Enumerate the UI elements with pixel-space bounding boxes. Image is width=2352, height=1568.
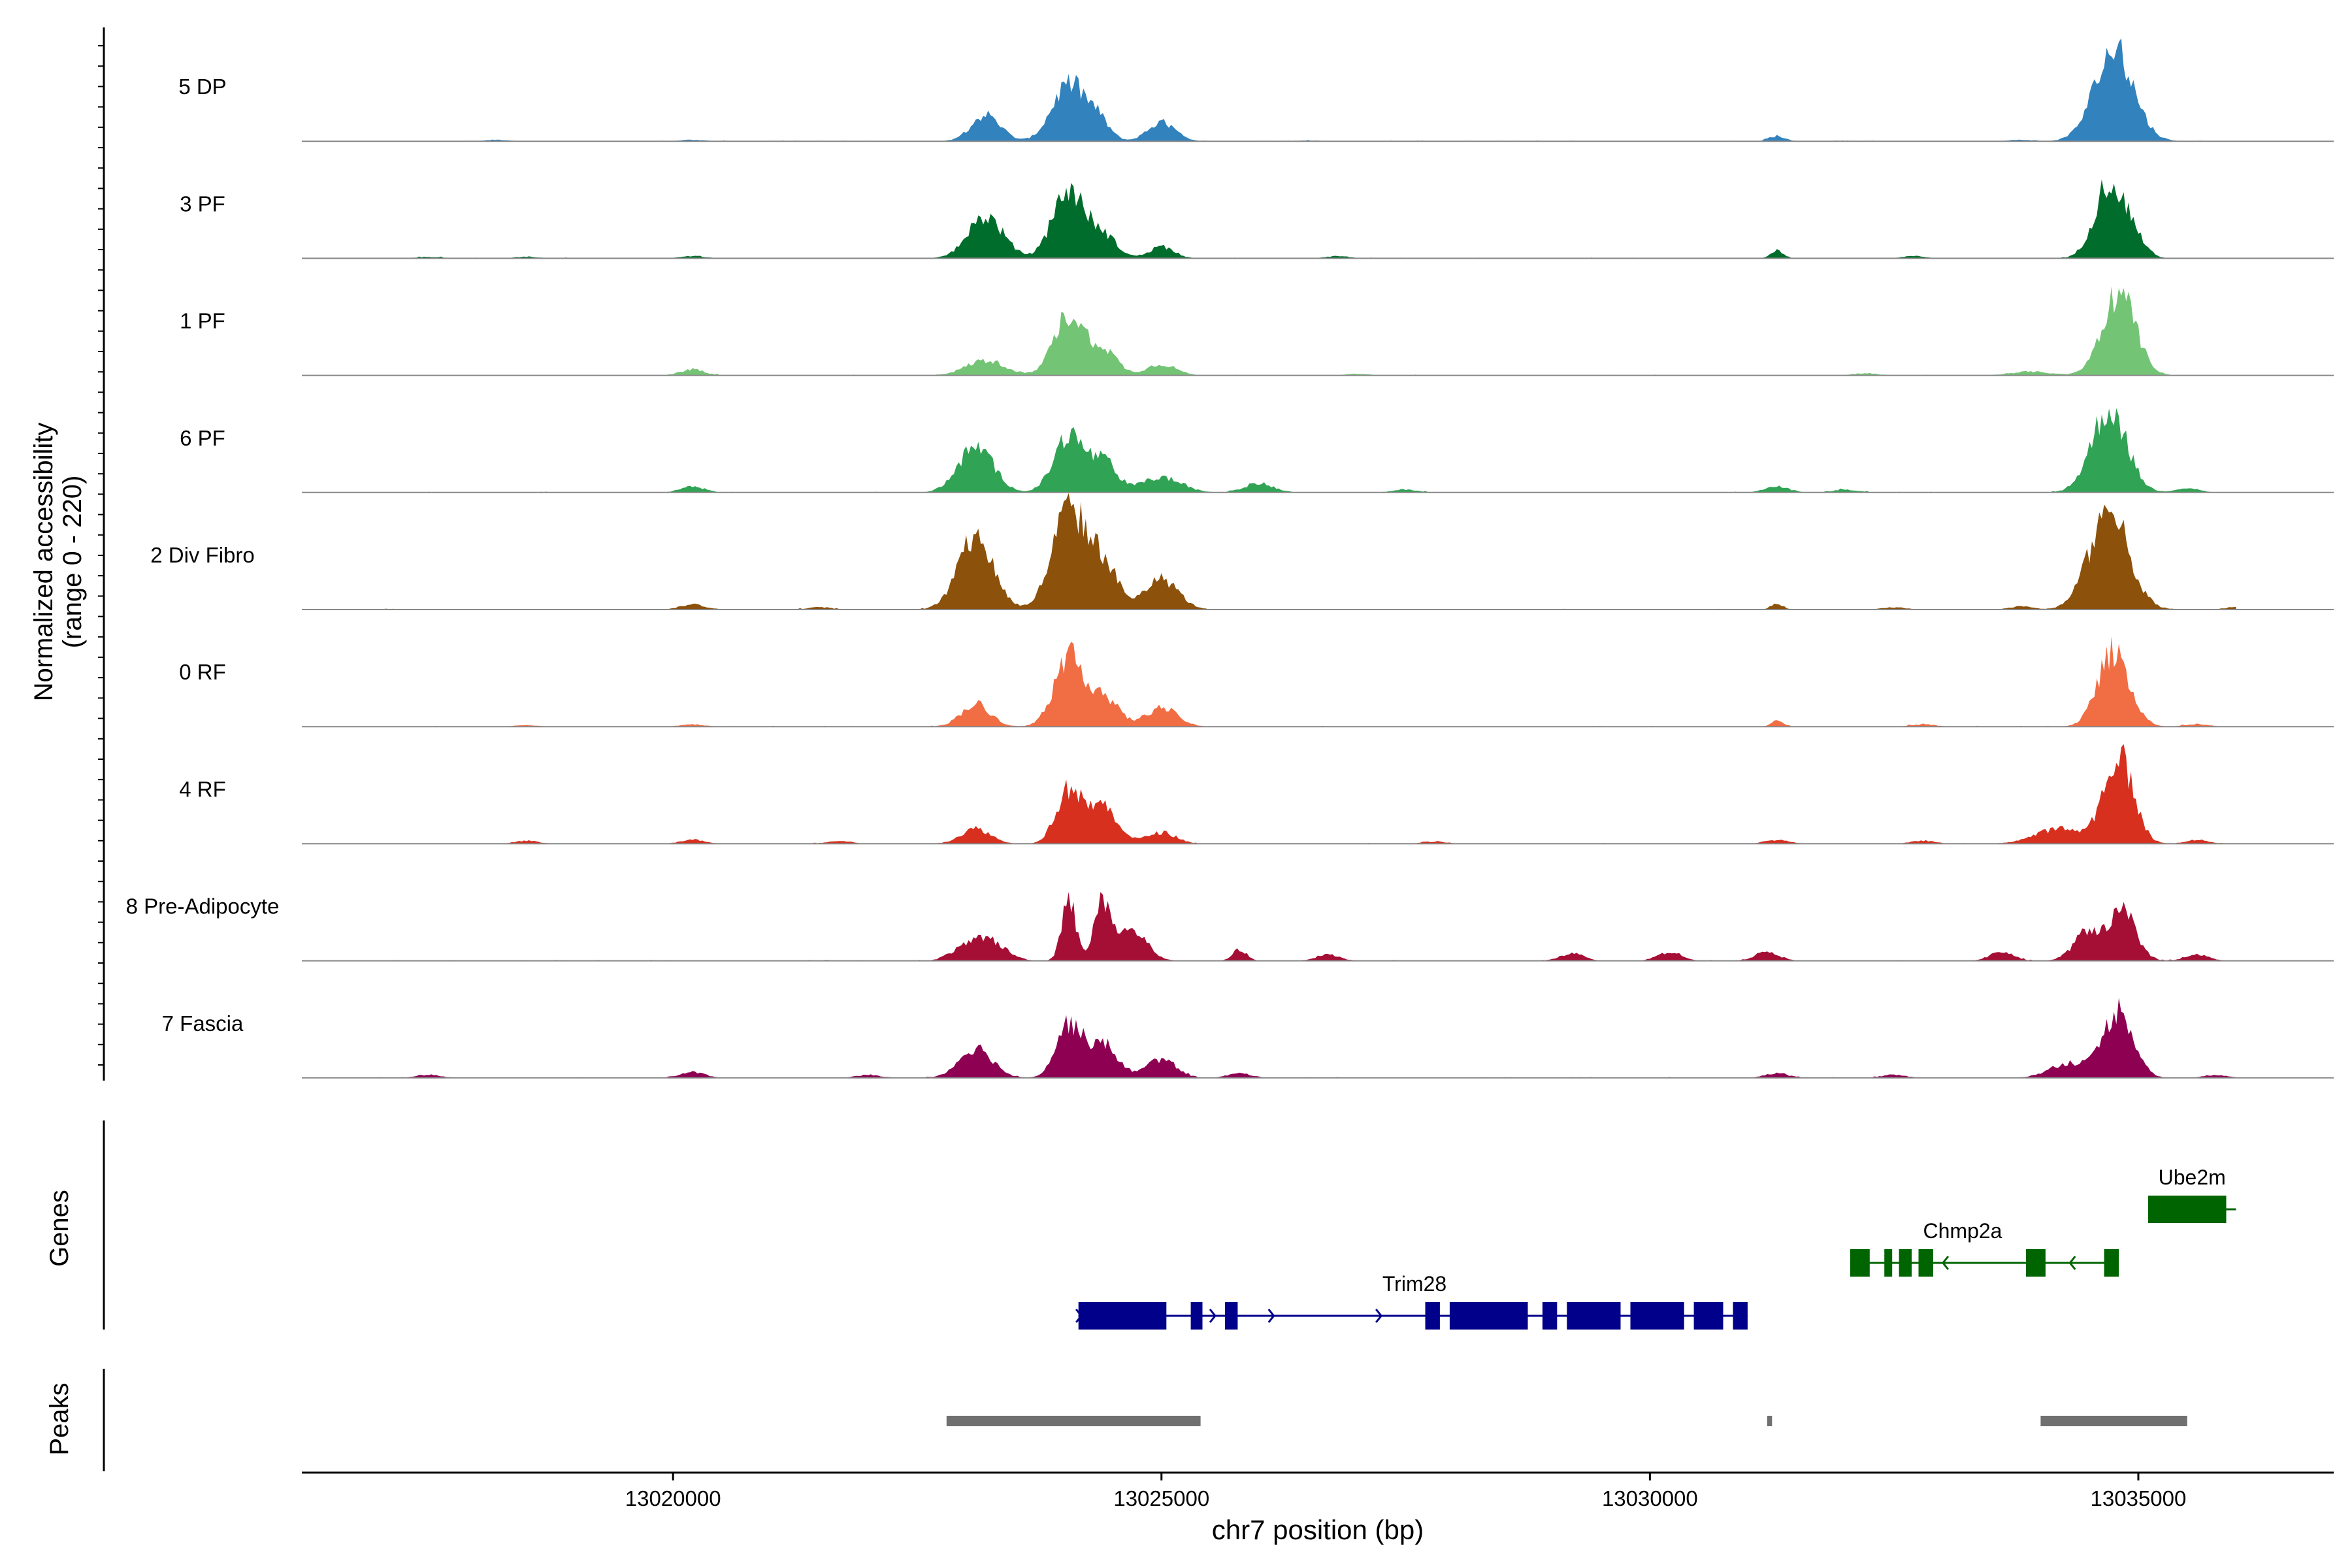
strand-arrow — [1942, 1256, 1950, 1270]
track-label: 8 Pre-Adipocyte — [126, 894, 280, 919]
strand-arrow — [1209, 1309, 1217, 1323]
gene-exon — [1884, 1249, 1893, 1277]
x-tick-label: 13025000 — [1113, 1486, 1209, 1511]
track-3: 6 PF — [180, 408, 2334, 493]
coverage-area — [302, 38, 2236, 142]
strand-arrow — [1075, 1309, 1083, 1323]
peak-regions — [946, 1416, 2187, 1426]
track-7: 8 Pre-Adipocyte — [126, 892, 2334, 962]
gene-exon — [1918, 1249, 1933, 1277]
track-label: 7 Fascia — [162, 1011, 244, 1036]
x-tick-label: 13030000 — [1602, 1486, 1698, 1511]
track-label: 1 PF — [180, 309, 225, 333]
track-0: 5 DP — [178, 38, 2334, 142]
gene-exon — [1899, 1249, 1912, 1277]
gene-exon — [1449, 1302, 1528, 1330]
coverage-area — [302, 286, 2236, 376]
gene-annotations: Trim28 Chmp2a Ube2m — [1075, 1166, 2236, 1330]
coverage-axis — [98, 27, 105, 1081]
gene-exon — [2026, 1249, 2046, 1277]
strand-arrow — [2068, 1256, 2076, 1270]
gene-exon — [1225, 1302, 1238, 1330]
track-5: 0 RF — [179, 636, 2334, 728]
gene-exon — [2104, 1249, 2119, 1277]
x-axis-label: chr7 position (bp) — [1212, 1514, 1424, 1545]
coverage-area — [302, 493, 2236, 610]
x-tick-label: 13035000 — [2091, 1486, 2187, 1511]
gene-exon — [1425, 1302, 1440, 1330]
track-6: 4 RF — [179, 743, 2334, 845]
y-axis-label: Normalized accessibility (range 0 - 220) — [29, 423, 87, 702]
strand-arrow — [1267, 1309, 1275, 1323]
track-2: 1 PF — [180, 286, 2334, 376]
track-8: 7 Fascia — [162, 998, 2334, 1079]
track-label: 5 DP — [178, 74, 226, 99]
gene-exon — [1693, 1302, 1723, 1330]
gene-ube2m: Ube2m — [2148, 1166, 2236, 1223]
track-label: 0 RF — [179, 660, 226, 684]
gene-exon — [1567, 1302, 1621, 1330]
peak-region — [1767, 1416, 1772, 1426]
track-label: 6 PF — [180, 426, 225, 450]
gene-chmp2a: Chmp2a — [1850, 1219, 2119, 1277]
y-axis-label-line1: Normalized accessibility — [29, 423, 58, 702]
gene-exon — [1733, 1302, 1748, 1330]
track-label: 4 RF — [179, 777, 226, 801]
strand-arrow — [1375, 1309, 1383, 1323]
coverage-area — [302, 408, 2236, 493]
peak-region — [946, 1416, 1201, 1426]
x-axis-ticks: 13020000 13025000 13030000 13035000 — [625, 1473, 2187, 1511]
gene-name-label: Ube2m — [2159, 1166, 2226, 1189]
track-label: 2 Div Fibro — [150, 543, 255, 567]
genes-track-label: Genes — [45, 1190, 74, 1267]
coverage-area — [302, 998, 2236, 1078]
y-axis-label-line2: (range 0 - 220) — [58, 476, 87, 649]
gene-trim28: Trim28 — [1075, 1272, 1748, 1330]
peaks-track-label: Peaks — [45, 1382, 74, 1455]
track-label: 3 PF — [180, 191, 225, 216]
gene-exon — [1630, 1302, 1684, 1330]
gene-exon — [2148, 1196, 2227, 1223]
gene-exon — [1542, 1302, 1558, 1330]
track-4: 2 Div Fibro — [150, 493, 2334, 610]
peak-region — [2040, 1416, 2187, 1426]
track-1: 3 PF — [180, 179, 2334, 259]
gene-name-label: Trim28 — [1382, 1272, 1446, 1296]
coverage-tracks: 5 DP 3 PF 1 PF 6 PF 2 Div Fibro 0 RF 4 RF 8 Pre… — [126, 38, 2334, 1079]
coverage-area — [302, 636, 2236, 727]
gene-exon — [1190, 1302, 1203, 1330]
coverage-area — [302, 179, 2236, 259]
coverage-area — [302, 743, 2236, 844]
x-tick-label: 13020000 — [625, 1486, 721, 1511]
gene-name-label: Chmp2a — [1923, 1219, 2002, 1243]
gene-exon — [1850, 1249, 1870, 1277]
gene-exon — [1078, 1302, 1167, 1330]
coverage-area — [302, 892, 2236, 961]
